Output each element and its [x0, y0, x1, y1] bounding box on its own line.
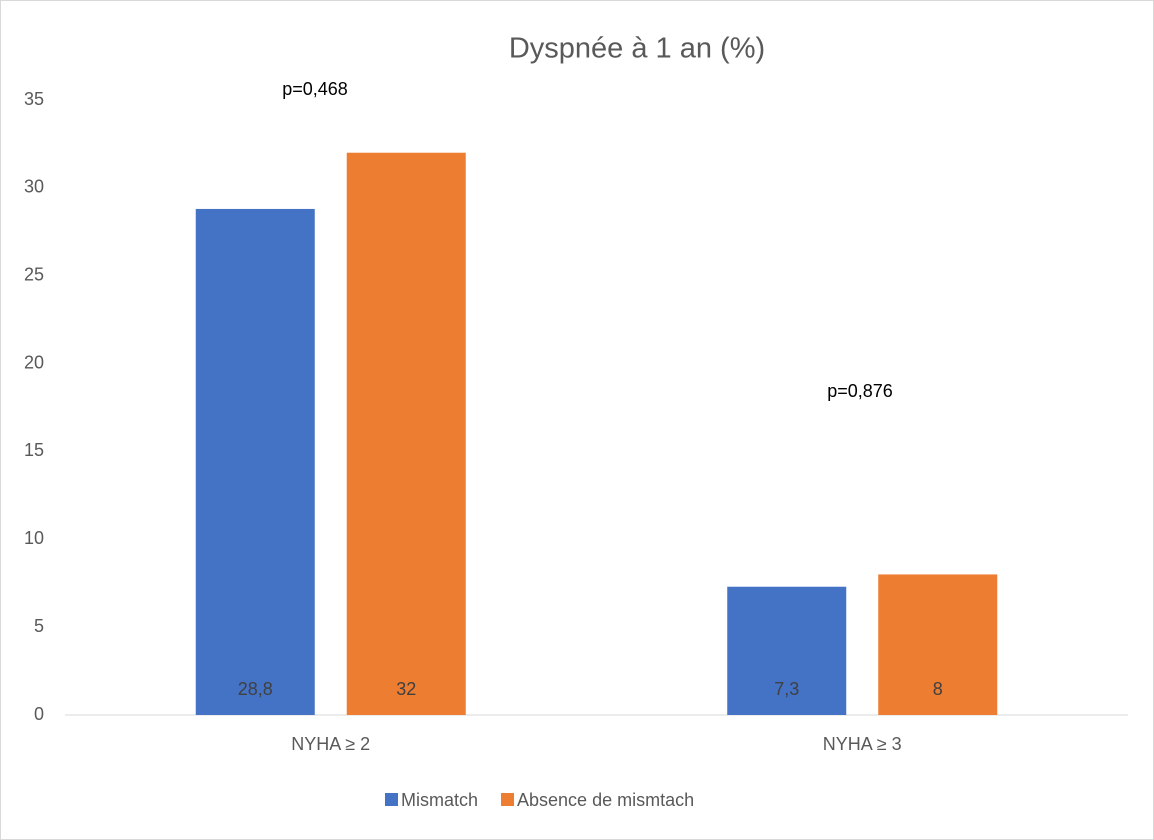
- x-tick-label: NYHA ≥ 2: [291, 734, 370, 754]
- legend-label: Mismatch: [401, 790, 478, 810]
- value-label: 8: [933, 679, 943, 699]
- annotation: p=0,876: [827, 381, 893, 401]
- y-tick-label: 15: [24, 440, 44, 460]
- chart-title: Dyspnée à 1 an (%): [509, 33, 765, 65]
- legend-swatch: [501, 793, 515, 806]
- y-tick-label: 20: [24, 352, 44, 372]
- y-tick-label: 35: [24, 89, 44, 109]
- bar: [727, 586, 847, 715]
- x-tick-label: NYHA ≥ 3: [823, 734, 902, 754]
- value-label: 28,8: [238, 679, 273, 699]
- value-label: 32: [396, 679, 416, 699]
- y-tick-label: 0: [34, 704, 44, 724]
- y-tick-label: 25: [24, 264, 44, 284]
- bar: [878, 574, 998, 715]
- annotation: p=0,468: [282, 79, 348, 99]
- bar: [346, 152, 466, 715]
- legend-swatch: [385, 793, 398, 806]
- value-label: 7,3: [774, 679, 799, 699]
- legend-label: Absence de mismtach: [517, 790, 694, 810]
- bar: [195, 208, 315, 715]
- y-tick-label: 10: [24, 528, 44, 548]
- y-tick-label: 30: [24, 177, 44, 197]
- y-tick-label: 5: [34, 616, 44, 636]
